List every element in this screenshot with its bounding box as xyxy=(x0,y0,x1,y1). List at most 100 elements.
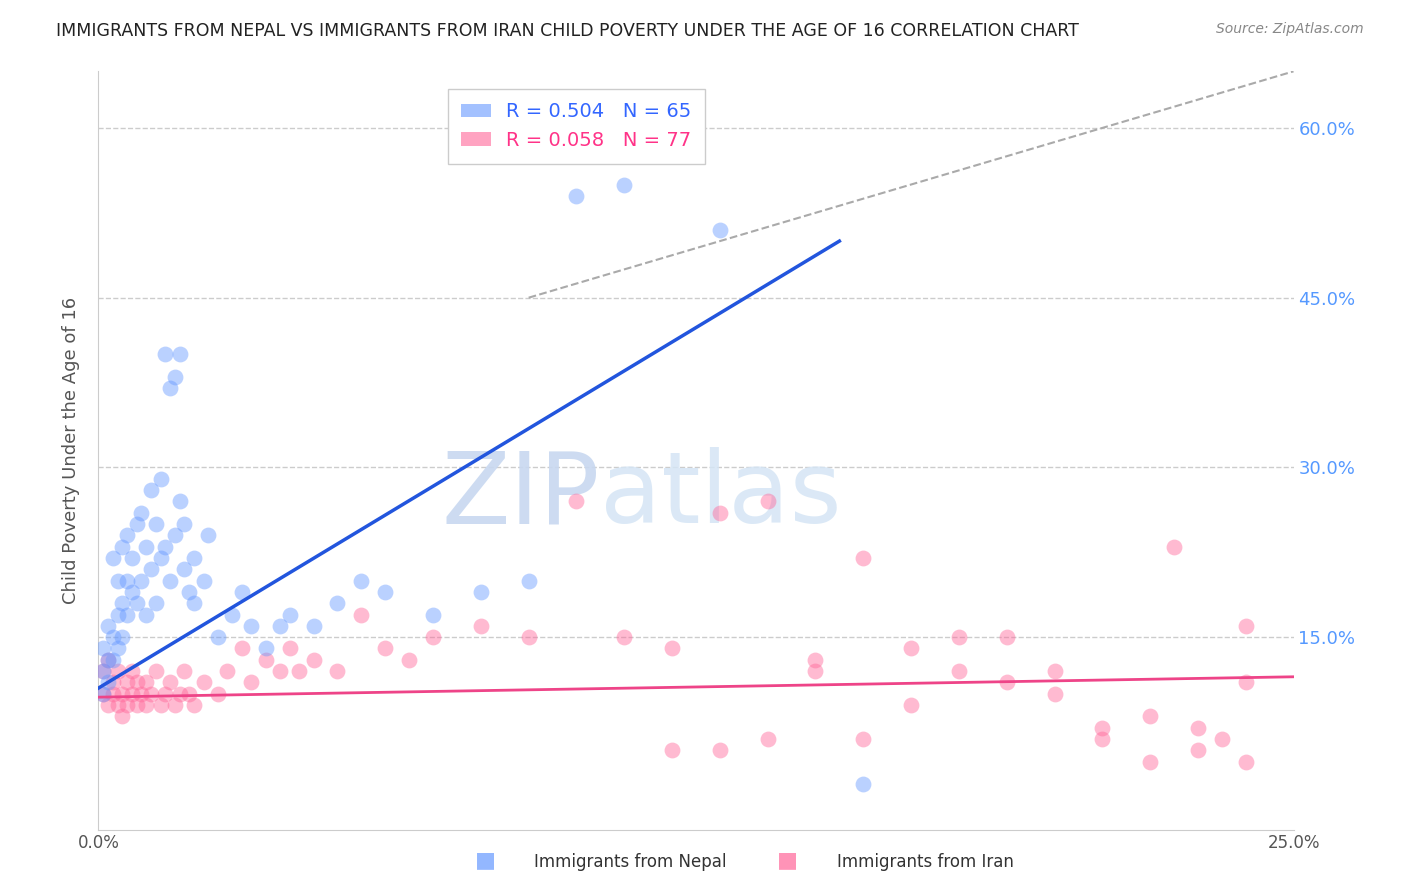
Point xyxy=(163,370,186,384)
Point xyxy=(169,494,191,508)
Point xyxy=(97,619,120,633)
Point xyxy=(278,607,301,622)
Point xyxy=(159,574,181,588)
Point xyxy=(350,574,373,588)
Point xyxy=(135,607,157,622)
Point xyxy=(852,732,875,747)
Point xyxy=(207,630,229,644)
Point xyxy=(1234,675,1257,690)
Point xyxy=(995,675,1018,690)
Point xyxy=(269,664,291,678)
Point xyxy=(1234,755,1257,769)
Point xyxy=(995,630,1018,644)
Point xyxy=(111,709,134,723)
Point xyxy=(613,178,636,192)
Point xyxy=(852,551,875,566)
Point xyxy=(97,653,120,667)
Point xyxy=(1091,732,1114,747)
Point xyxy=(661,641,683,656)
Point xyxy=(231,585,253,599)
Point xyxy=(709,506,731,520)
Point xyxy=(149,698,172,712)
Point xyxy=(1163,540,1185,554)
Point xyxy=(193,675,215,690)
Y-axis label: Child Poverty Under the Age of 16: Child Poverty Under the Age of 16 xyxy=(62,297,80,604)
Point xyxy=(155,687,177,701)
Point xyxy=(97,653,120,667)
Point xyxy=(115,698,138,712)
Point xyxy=(350,607,373,622)
Point xyxy=(163,698,186,712)
Point xyxy=(756,494,779,508)
Point xyxy=(1139,755,1161,769)
Point xyxy=(217,664,239,678)
Point xyxy=(183,551,205,566)
Point xyxy=(183,596,205,610)
Point xyxy=(115,607,138,622)
Point xyxy=(900,641,922,656)
Legend: R = 0.504   N = 65, R = 0.058   N = 77: R = 0.504 N = 65, R = 0.058 N = 77 xyxy=(449,88,704,163)
Point xyxy=(948,664,970,678)
Point xyxy=(139,687,162,701)
Point xyxy=(221,607,243,622)
Point xyxy=(1234,619,1257,633)
Point xyxy=(121,664,143,678)
Text: Immigrants from Nepal: Immigrants from Nepal xyxy=(534,853,727,871)
Point xyxy=(565,494,588,508)
Point xyxy=(111,596,134,610)
Point xyxy=(374,641,396,656)
Point xyxy=(145,596,167,610)
Point xyxy=(121,551,143,566)
Point xyxy=(470,585,492,599)
Point xyxy=(155,540,177,554)
Point xyxy=(422,630,444,644)
Point xyxy=(374,585,396,599)
Text: Source: ZipAtlas.com: Source: ZipAtlas.com xyxy=(1216,22,1364,37)
Point xyxy=(91,687,114,701)
Point xyxy=(107,641,129,656)
Point xyxy=(193,574,215,588)
Point xyxy=(326,664,349,678)
Point xyxy=(1187,721,1209,735)
Point xyxy=(97,675,120,690)
Point xyxy=(115,675,138,690)
Point xyxy=(149,551,172,566)
Point xyxy=(163,528,186,542)
Point xyxy=(254,641,277,656)
Point xyxy=(101,675,124,690)
Point xyxy=(91,664,114,678)
Point xyxy=(135,540,157,554)
Point xyxy=(422,607,444,622)
Point xyxy=(131,574,153,588)
Point xyxy=(111,687,134,701)
Point xyxy=(173,516,195,531)
Point xyxy=(179,585,201,599)
Point xyxy=(269,619,291,633)
Point xyxy=(101,653,124,667)
Point xyxy=(183,698,205,712)
Point xyxy=(139,483,162,497)
Point xyxy=(101,630,124,644)
Point xyxy=(125,698,148,712)
Point xyxy=(900,698,922,712)
Text: ■: ■ xyxy=(778,851,797,871)
Text: atlas: atlas xyxy=(600,448,842,544)
Point xyxy=(149,472,172,486)
Point xyxy=(240,619,263,633)
Point xyxy=(207,687,229,701)
Point xyxy=(135,698,157,712)
Point xyxy=(107,664,129,678)
Point xyxy=(1043,664,1066,678)
Point xyxy=(804,653,827,667)
Point xyxy=(159,381,181,395)
Point xyxy=(125,596,148,610)
Point xyxy=(288,664,311,678)
Point xyxy=(111,540,134,554)
Text: Immigrants from Iran: Immigrants from Iran xyxy=(837,853,1014,871)
Point xyxy=(101,687,124,701)
Point xyxy=(517,574,540,588)
Point xyxy=(231,641,253,656)
Point xyxy=(97,698,120,712)
Point xyxy=(107,607,129,622)
Point xyxy=(565,189,588,203)
